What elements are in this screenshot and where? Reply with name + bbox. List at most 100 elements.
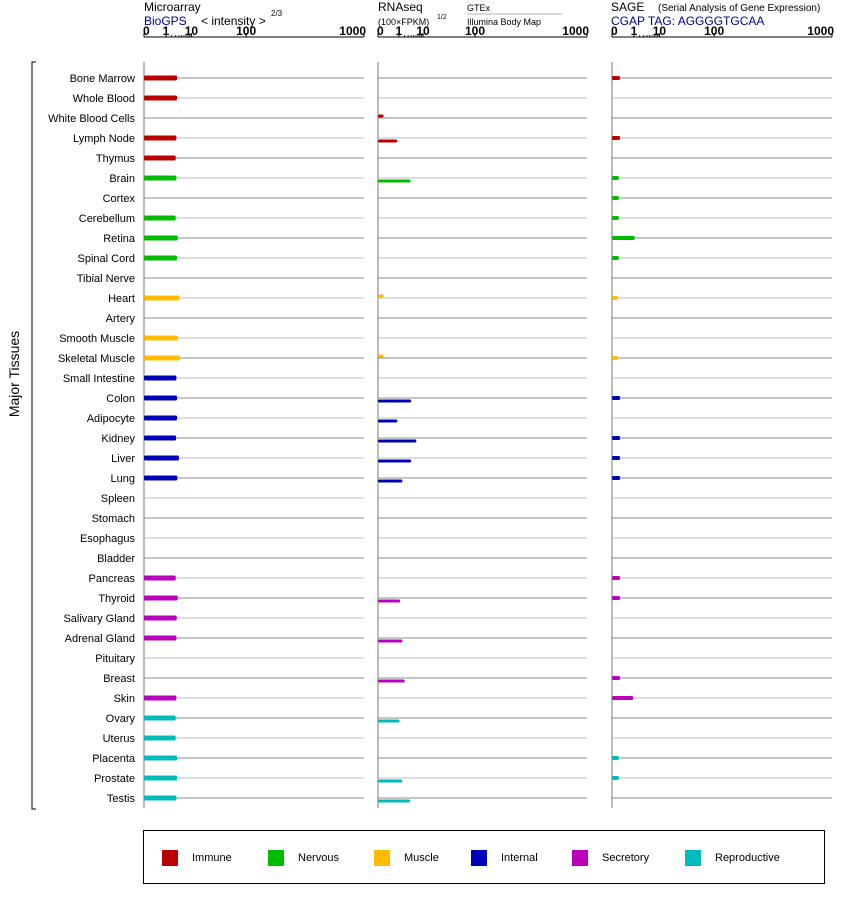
tissue-label: Placenta xyxy=(92,753,136,765)
microarray-bar xyxy=(144,155,176,161)
legend-swatch xyxy=(374,850,390,866)
legend-label: Immune xyxy=(192,852,232,864)
microarray-bar xyxy=(144,595,178,601)
microarray-bar xyxy=(144,735,176,741)
sage-bar xyxy=(612,456,621,460)
rnaseq-tick-label: 100 xyxy=(465,24,485,38)
sage-bar xyxy=(612,76,621,80)
microarray-unit: < intensity > xyxy=(201,14,266,28)
tissue-label: Breast xyxy=(103,673,135,685)
tissue-label: Lymph Node xyxy=(73,133,135,145)
rnaseq-bodymap-bar xyxy=(378,639,403,643)
legend-swatch xyxy=(162,850,178,866)
rnaseq-bodymap-bar xyxy=(378,599,401,603)
rnaseq-title: RNAseq xyxy=(378,0,423,14)
tissue-label: Pituitary xyxy=(95,653,135,665)
rnaseq-tick-label: 0 xyxy=(377,24,384,38)
microarray-bar xyxy=(144,215,176,221)
microarray-bar xyxy=(144,255,178,261)
microarray-unit-exponent: 2/3 xyxy=(271,9,283,18)
sage-bar xyxy=(612,356,618,360)
legend-swatch xyxy=(471,850,487,866)
tissue-label: Skeletal Muscle xyxy=(58,353,135,365)
legend-item-secretory: Secretory xyxy=(572,849,649,867)
tissue-label: Salivary Gland xyxy=(63,613,135,625)
microarray-bar xyxy=(144,715,176,721)
microarray-bar xyxy=(144,95,178,101)
legend-label: Internal xyxy=(501,852,538,864)
sage-bar xyxy=(612,696,634,700)
tissue-label: Retina xyxy=(103,233,136,245)
rnaseq-unit: (100×FPKM) xyxy=(378,17,429,27)
rnaseq-bodymap-bar xyxy=(378,799,411,803)
microarray-tick-label: 1000 xyxy=(339,24,366,38)
sage-bar xyxy=(612,176,619,180)
rnaseq-bodymap-bar xyxy=(378,439,417,443)
microarray-bar xyxy=(144,795,177,801)
sage-bar xyxy=(612,776,619,780)
microarray-bar xyxy=(144,235,178,241)
tissue-label: Prostate xyxy=(94,773,135,785)
tissue-label: Bladder xyxy=(97,553,135,565)
tissue-label: Pancreas xyxy=(89,573,136,585)
sage-tick-label: 0 xyxy=(611,24,618,38)
bodymap-label: Illumina Body Map xyxy=(467,17,541,27)
sage-bar xyxy=(612,596,621,600)
tissue-label: Cortex xyxy=(103,193,136,205)
legend-swatch xyxy=(268,850,284,866)
tissue-label: Thymus xyxy=(96,153,136,165)
legend-item-internal: Internal xyxy=(471,849,538,867)
rnaseq-gtex-bar xyxy=(378,294,384,298)
sage-bar xyxy=(612,216,619,220)
tissue-label: Small Intestine xyxy=(63,373,135,385)
legend-label: Secretory xyxy=(602,852,650,864)
rnaseq-bodymap-bar xyxy=(378,479,403,483)
rnaseq-bodymap-bar xyxy=(378,419,398,423)
sage-bar xyxy=(612,396,621,400)
legend-swatch xyxy=(685,850,701,866)
tissue-label: Heart xyxy=(108,293,135,305)
tissue-label: Skin xyxy=(114,693,135,705)
microarray-bar xyxy=(144,775,178,781)
sage-tick-label: 1000 xyxy=(807,24,834,38)
microarray-bar xyxy=(144,435,177,441)
y-axis-label: Major Tissues xyxy=(6,331,22,417)
rnaseq-unit-exponent: 1/2 xyxy=(437,14,447,21)
tissue-label: White Blood Cells xyxy=(48,113,135,125)
microarray-tick-label: 100 xyxy=(236,24,256,38)
legend-swatch xyxy=(572,850,588,866)
tissue-label: Whole Blood xyxy=(73,93,135,105)
microarray-tick-label: 0 xyxy=(143,24,150,38)
tissue-label: Spleen xyxy=(101,493,135,505)
tissue-label: Smooth Muscle xyxy=(59,333,135,345)
legend-item-muscle: Muscle xyxy=(374,849,439,867)
rnaseq-bodymap-bar xyxy=(378,679,405,683)
tissue-label: Bone Marrow xyxy=(70,73,135,85)
rnaseq-bodymap-bar xyxy=(378,399,412,403)
legend-label: Reproductive xyxy=(715,852,780,864)
legend: Immune Nervous Muscle Internal Secretory Repr… xyxy=(143,830,825,884)
legend-label: Nervous xyxy=(298,852,339,864)
microarray-bar xyxy=(144,635,177,641)
rnaseq-gtex-bar xyxy=(378,354,384,358)
microarray-bar xyxy=(144,695,177,701)
tissue-label: Lung xyxy=(111,473,135,485)
tissue-label: Thyroid xyxy=(98,593,135,605)
sage-bar xyxy=(612,756,619,760)
microarray-bar xyxy=(144,475,178,481)
rnaseq-tick-label: 1 xyxy=(396,24,403,38)
tissue-label: Stomach xyxy=(92,513,135,525)
rnaseq-tick-label: 1000 xyxy=(562,24,589,38)
microarray-bar xyxy=(144,755,178,761)
tissue-label: Esophagus xyxy=(80,533,136,545)
tissue-label: Uterus xyxy=(103,733,136,745)
rnaseq-bodymap-bar xyxy=(378,139,398,143)
rnaseq-tick-label: 10 xyxy=(416,24,430,38)
tissue-label: Tibial Nerve xyxy=(77,273,135,285)
tissue-label: Cerebellum xyxy=(79,213,135,225)
sage-bar xyxy=(612,256,619,260)
sage-tick-label: 10 xyxy=(653,24,667,38)
tissue-label: Brain xyxy=(109,173,135,185)
rnaseq-gtex-bar xyxy=(378,114,384,118)
microarray-bar xyxy=(144,415,178,421)
